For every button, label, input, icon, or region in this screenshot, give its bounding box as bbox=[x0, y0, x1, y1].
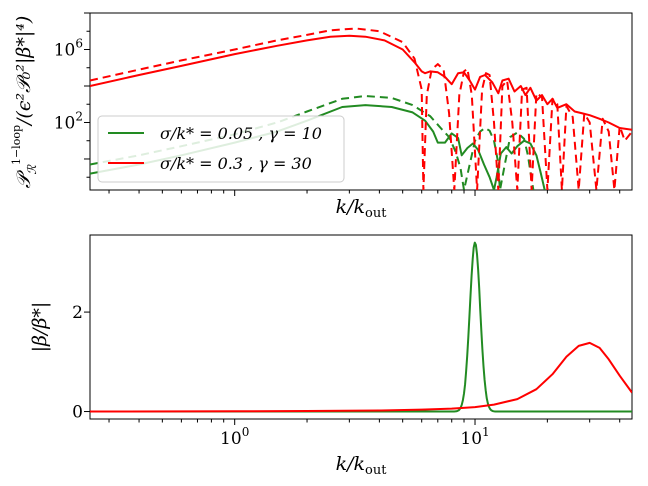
top-y-ticks bbox=[84, 12, 90, 178]
bottom-ytick-label-0: 0 bbox=[72, 403, 83, 423]
top-y-axis-label: 𝒫ℛ1−loop/(ϵ²𝒫₀²|β*|⁴) bbox=[10, 16, 39, 189]
bottom-y-ticks bbox=[84, 311, 90, 413]
top-series-line-3 bbox=[90, 27, 632, 190]
legend-label-green: σ/k* = 0.05 , γ = 10 bbox=[160, 124, 322, 143]
top-panel: 102 106 k/kout 𝒫ℛ1−loop/(ϵ²𝒫₀²|β*|⁴) σ/k… bbox=[10, 12, 633, 221]
bottom-series-line-1 bbox=[90, 341, 632, 413]
top-ytick-label-1e2: 102 bbox=[54, 109, 83, 133]
legend: σ/k* = 0.05 , γ = 10 σ/k* = 0.3 , γ = 30 bbox=[97, 115, 345, 183]
top-x-ticks bbox=[108, 190, 621, 196]
top-series-line-2 bbox=[90, 34, 632, 131]
top-x-axis-label: k/kout bbox=[336, 196, 388, 221]
legend-label-red: σ/k* = 0.3 , γ = 30 bbox=[160, 154, 312, 173]
bottom-xtick-label-1e0: 100 bbox=[220, 425, 249, 449]
bottom-y-axis-label: |β/β*| bbox=[29, 302, 51, 353]
top-ytick-label-1e6: 106 bbox=[54, 36, 83, 60]
bottom-series-line-0 bbox=[90, 241, 632, 413]
bottom-ytick-label-2: 2 bbox=[72, 303, 83, 323]
top-series-line-1 bbox=[90, 95, 535, 190]
top-plot-frame bbox=[89, 12, 633, 191]
bottom-panel: 0 2 100 101 k/kout |β/β*| bbox=[29, 234, 633, 478]
bottom-x-axis-label: k/kout bbox=[336, 453, 388, 478]
bottom-series bbox=[90, 241, 632, 413]
bottom-plot-frame bbox=[89, 234, 633, 420]
bottom-x-ticks bbox=[108, 419, 621, 425]
legend-box bbox=[97, 115, 345, 183]
bottom-xtick-label-1e1: 101 bbox=[460, 425, 489, 449]
